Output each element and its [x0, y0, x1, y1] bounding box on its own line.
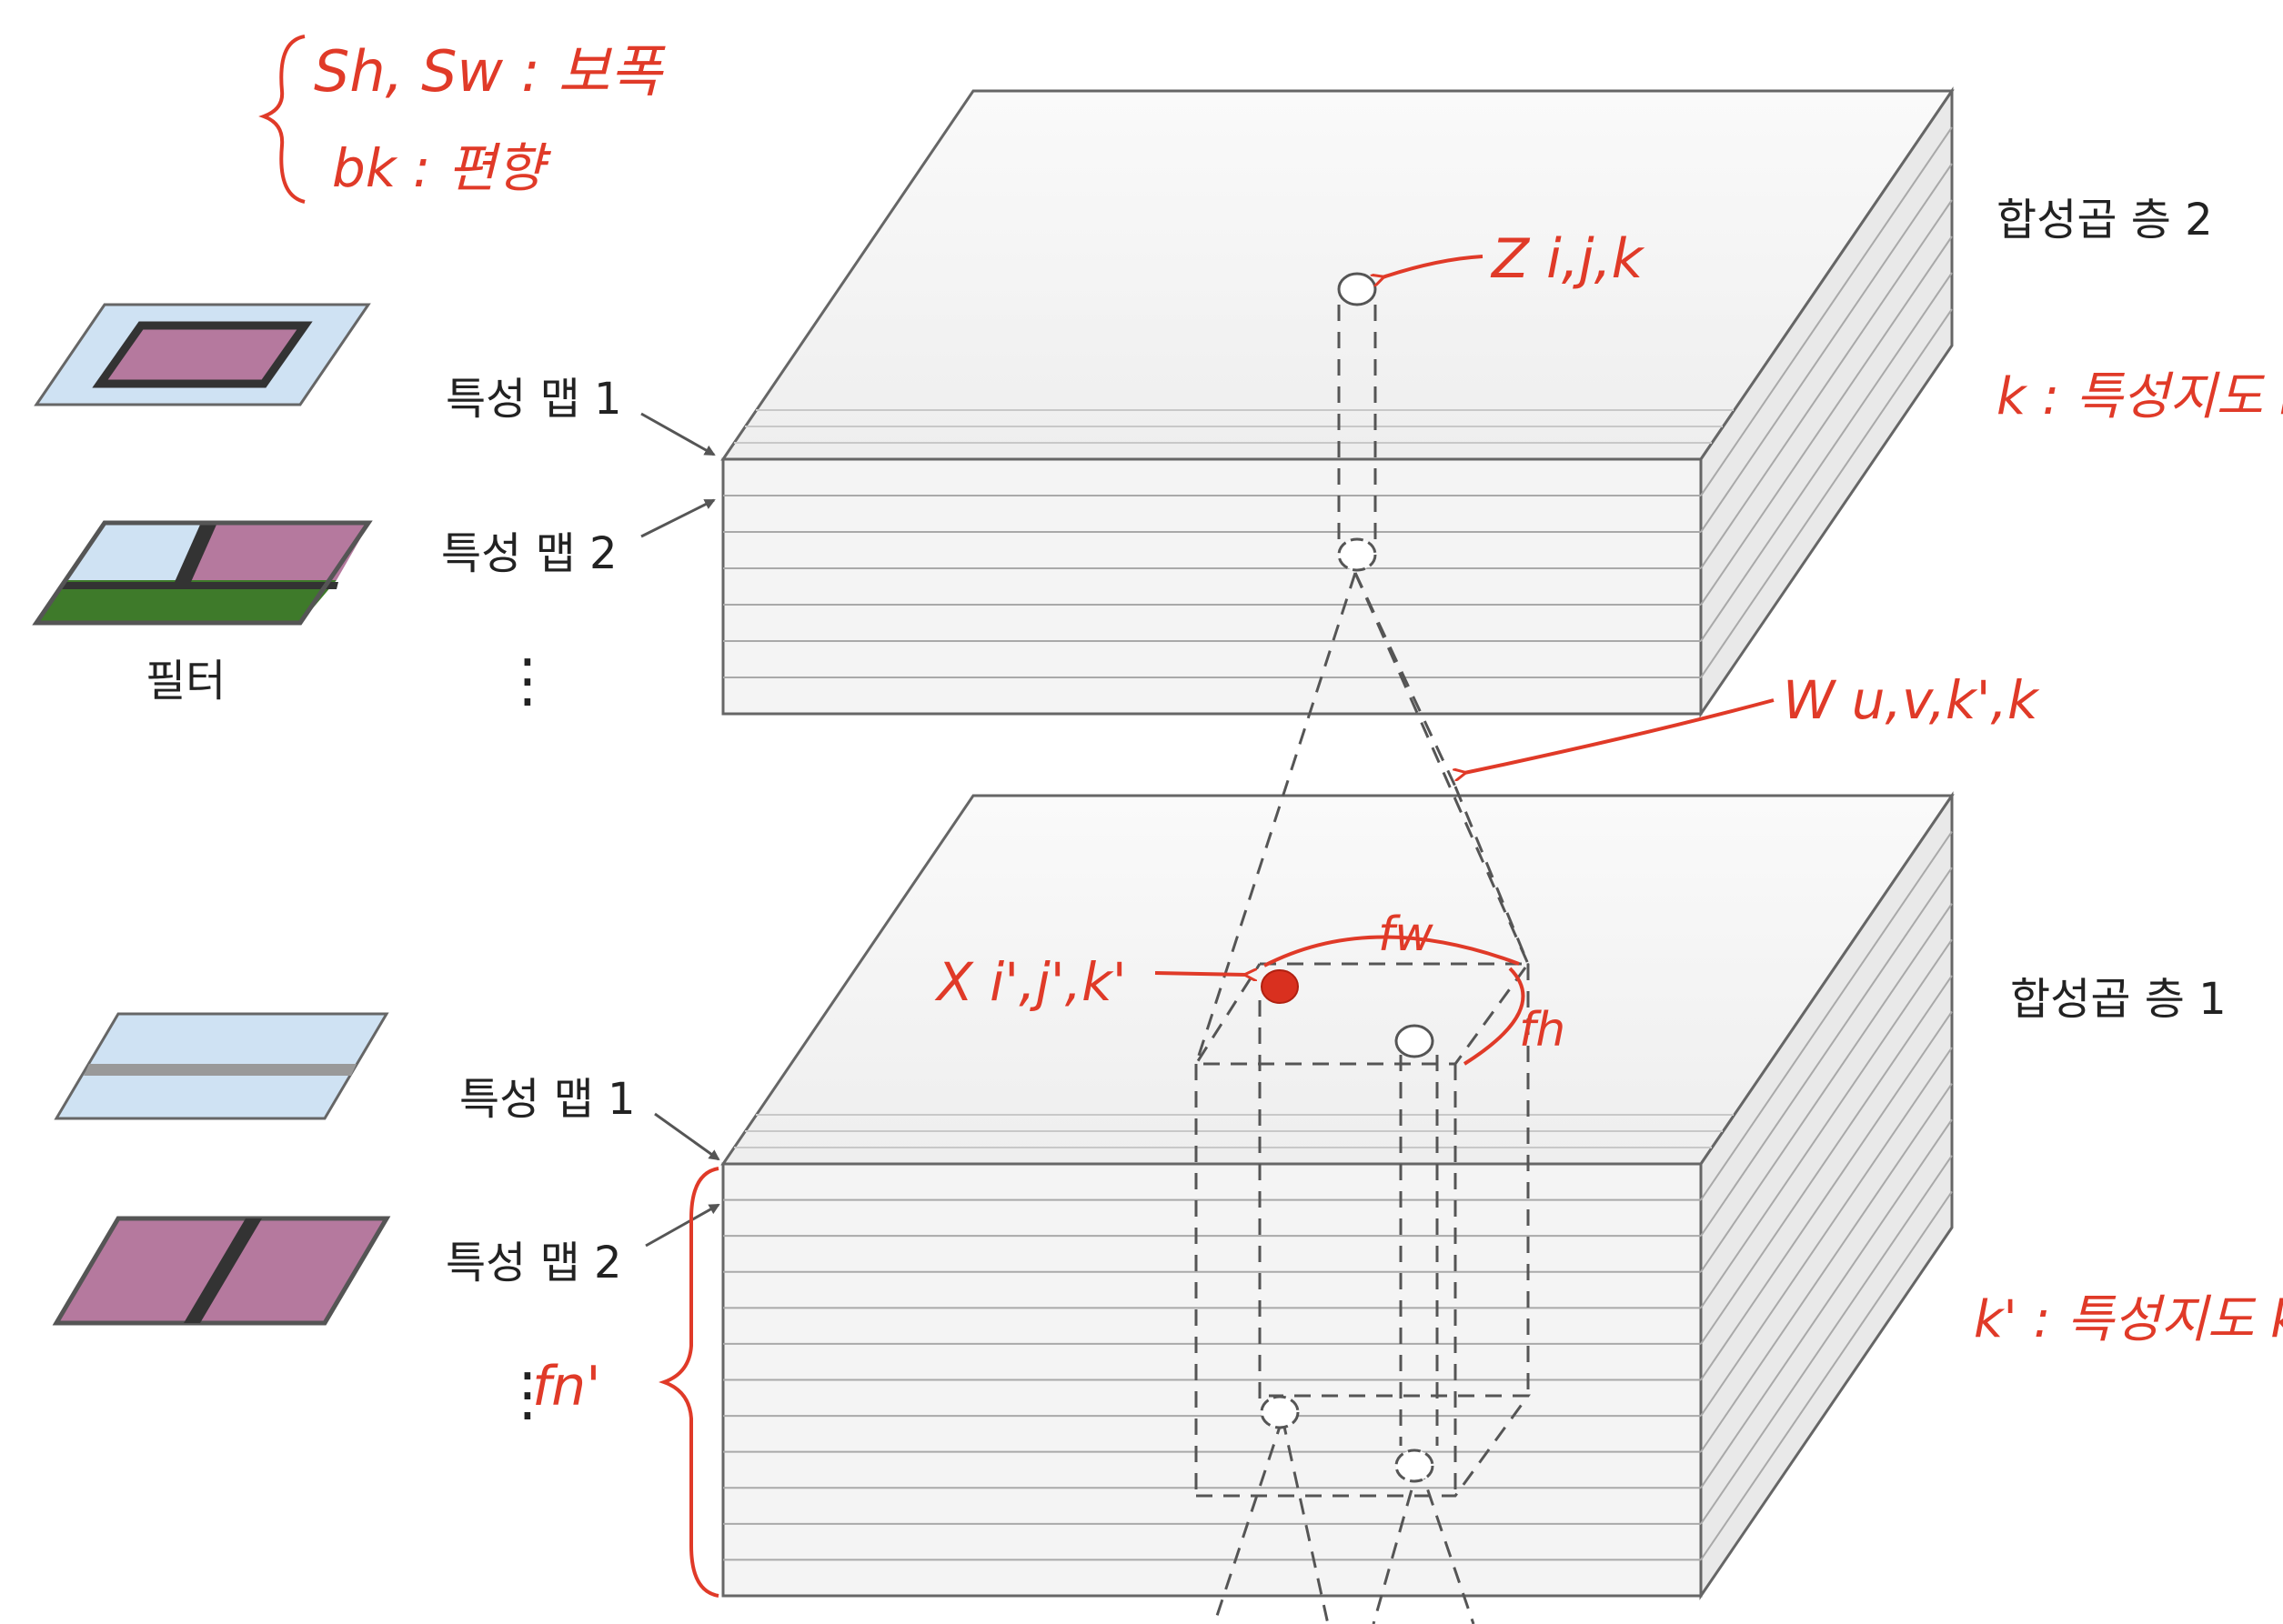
- feature-map-side-line: [1700, 1083, 1953, 1453]
- feature-map-2-top-label: 특성 맵 2: [441, 528, 618, 579]
- feature-map-1-bottom-label: 특성 맵 1: [459, 1074, 636, 1125]
- filter-top-2: [32, 520, 373, 626]
- feature-map-side-line: [1700, 236, 1953, 606]
- feature-map-side-line: [1700, 308, 1953, 678]
- bottom-neuron-b: [1394, 1449, 1434, 1483]
- feature-map-side-line: [1700, 163, 1953, 533]
- feature-map-side-line: [1700, 1047, 1953, 1417]
- k-annotation: k : 특성지도 k: [1996, 367, 2283, 426]
- conv-layer-1-label: 합성곱 층 1: [2010, 974, 2227, 1025]
- input-neuron-red: [1261, 969, 1299, 1004]
- stride-annotation: Sh, Sw : 보폭: [314, 38, 666, 105]
- filters-label: 필터: [146, 656, 226, 707]
- fn-brace: [659, 1167, 719, 1598]
- ellipsis-top: ⋮: [498, 647, 557, 715]
- fw-annotation: fw: [1378, 907, 1433, 962]
- output-neuron-annotation: Z i,j,k: [1490, 227, 1645, 291]
- feature-map-side-line: [1700, 1118, 1953, 1489]
- bottom-neuron-a: [1260, 1395, 1300, 1429]
- ellipsis-bottom: ⋮: [498, 1361, 557, 1429]
- fh-annotation: fh: [1519, 1003, 1565, 1058]
- filter-bottom-1: [54, 1012, 389, 1120]
- brace-top-left: [258, 35, 306, 204]
- top-block-front-face: [721, 457, 1703, 716]
- feature-map-2-bottom-label: 특성 맵 2: [446, 1238, 622, 1288]
- top-front-neuron: [1337, 537, 1377, 572]
- fw-arc: [1263, 935, 1520, 967]
- input-depth-annotation: fn': [532, 1355, 601, 1418]
- feature-map-side-line: [1700, 903, 1953, 1273]
- feature-map-side-line: [1700, 1155, 1953, 1525]
- filter-top-1: [34, 303, 371, 406]
- conv-layer-2-block: [720, 86, 1955, 718]
- feature-map-side-line: [1700, 867, 1953, 1237]
- weight-annotation: W u,v,k',k: [1783, 669, 2040, 731]
- conv-layer-2-label: 합성곱 층 2: [1996, 195, 2213, 246]
- feature-map-side-line: [1700, 831, 1953, 1201]
- filter-bottom-2: [52, 1216, 391, 1326]
- receptive-field-dashes: [1193, 305, 1531, 1624]
- output-neuron: [1337, 272, 1377, 306]
- feature-map-1-top-label: 특성 맵 1: [446, 374, 622, 425]
- input-neuron-annotation: X i',j',k': [934, 951, 1127, 1013]
- handwritten-annotations: Sh, Sw : 보폭 bk : 편향 Z i,j,k k : 특성지도 k W…: [258, 35, 2283, 1598]
- feature-map-side-line: [1700, 975, 1953, 1345]
- feature-map-side-line: [1700, 272, 1953, 642]
- feature-map-side-line: [1700, 126, 1953, 496]
- fh-arc: [1463, 967, 1525, 1066]
- feature-map-side-line: [1700, 1010, 1953, 1381]
- feature-map-side-line: [1700, 199, 1953, 569]
- feature-map-side-line: [1700, 1190, 1953, 1560]
- feature-map-side-line: [1700, 938, 1953, 1308]
- second-neuron: [1394, 1024, 1434, 1058]
- k-prime-annotation: k' : 특성지도 k': [1974, 1290, 2283, 1349]
- bias-annotation: bk : 편향: [332, 137, 551, 199]
- conv-layer-1-block: [720, 791, 1955, 1600]
